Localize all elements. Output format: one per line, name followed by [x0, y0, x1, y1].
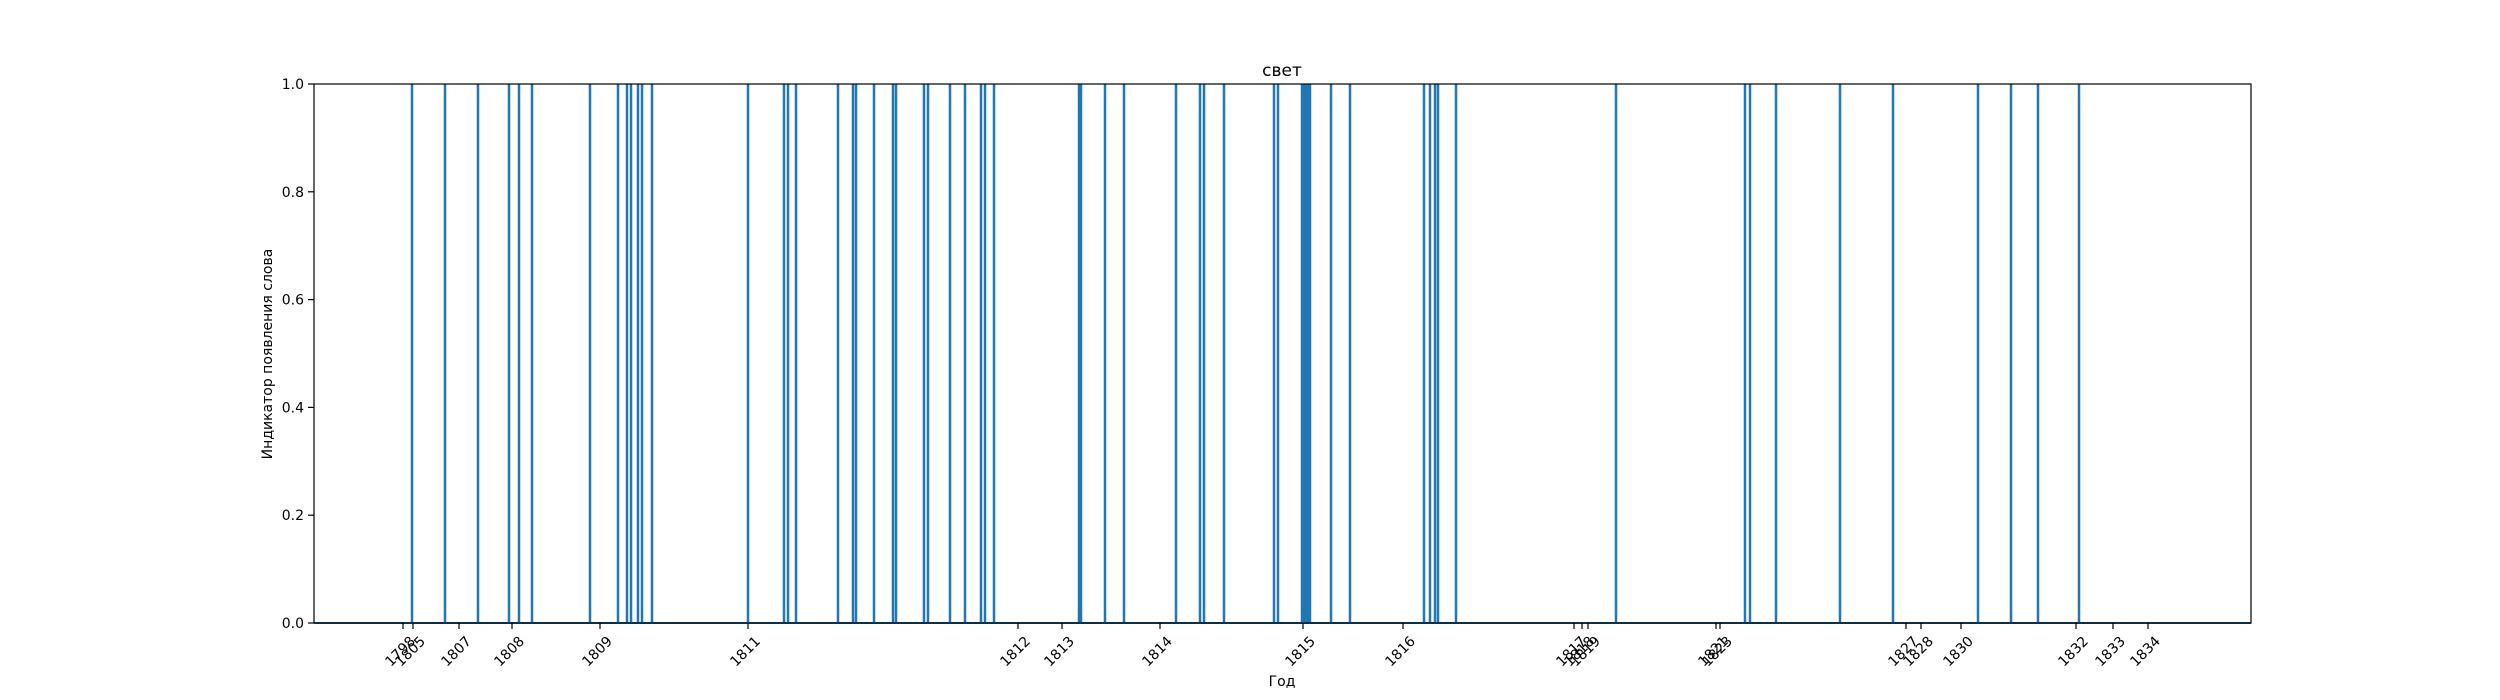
x-tick-label: 1809	[579, 634, 616, 671]
x-tick-label: 1812	[997, 634, 1034, 671]
x-tick-label: 1833	[2092, 634, 2129, 671]
x-tick-label: 1832	[2055, 634, 2092, 671]
y-tick-label: 0.8	[282, 185, 304, 201]
x-tick-label: 1816	[1382, 634, 1419, 671]
x-tick-label: 1815	[1282, 634, 1319, 671]
x-axis-label: Год	[1269, 674, 1296, 690]
y-tick-label: 1.0	[282, 77, 304, 93]
y-tick-label: 0.0	[282, 616, 304, 632]
y-tick-label: 0.4	[282, 400, 304, 416]
x-tick-label: 1834	[2127, 634, 2164, 671]
x-tick-label: 1813	[1041, 634, 1078, 671]
y-tick-label: 0.2	[282, 508, 304, 524]
chart-title: свет	[1262, 61, 1302, 81]
plot-frame	[313, 83, 2252, 624]
y-tick-label: 0.6	[282, 293, 304, 309]
x-tick-label: 1814	[1139, 634, 1176, 671]
y-ticks-group: 0.0 0.2 0.4 0.6 0.8 1.0	[282, 77, 314, 632]
x-tick-label: 1830	[1940, 634, 1977, 671]
x-tick-label: 1811	[727, 634, 764, 671]
x-tick-label: 1808	[491, 634, 528, 671]
bars-group	[314, 84, 2251, 624]
y-axis-label: Индикатор появления слова	[260, 249, 276, 460]
x-tick-label: 1807	[438, 634, 475, 671]
